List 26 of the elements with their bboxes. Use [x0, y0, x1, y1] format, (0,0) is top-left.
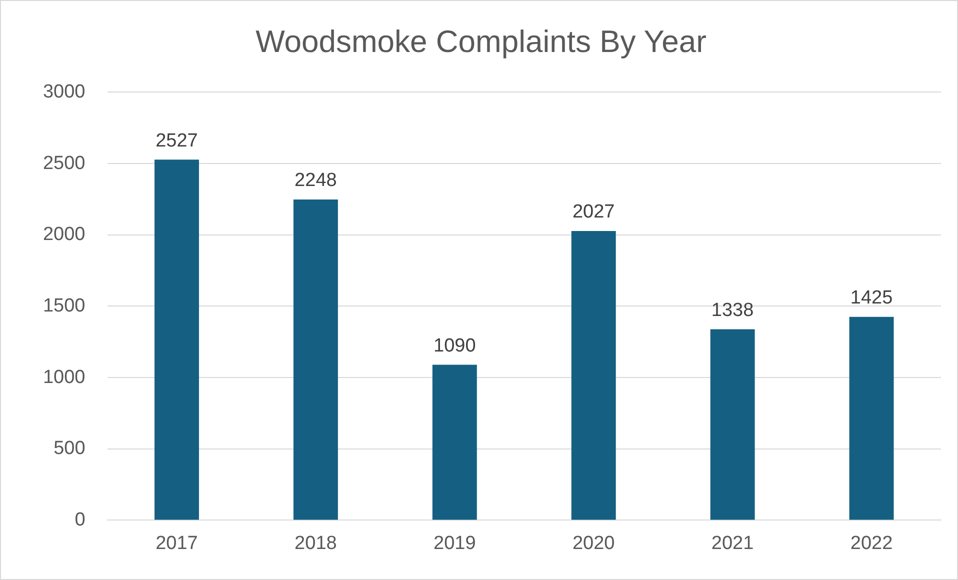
data-label: 2248 [294, 170, 337, 192]
x-tick-label: 2021 [711, 532, 754, 554]
data-label: 1338 [711, 300, 754, 322]
x-tick-label: 2022 [850, 532, 893, 554]
x-tick-label: 2019 [434, 532, 476, 554]
y-tick-label: 2000 [42, 224, 86, 246]
x-tick-label: 2020 [572, 532, 615, 554]
data-label: 2527 [156, 130, 198, 152]
data-label: 1090 [434, 335, 476, 356]
data-label: 2027 [572, 202, 615, 223]
x-tick-label: 2017 [156, 532, 198, 554]
y-tick-label: 0 [74, 509, 86, 530]
chart-title: Woodsmoke Complaints By Year [256, 24, 706, 60]
y-tick-label: 500 [54, 438, 86, 460]
bar [710, 329, 755, 520]
data-label: 1425 [850, 288, 893, 309]
y-tick-label: 1500 [42, 295, 86, 316]
y-tick-label: 3000 [42, 81, 86, 102]
x-tick-label: 2018 [294, 532, 337, 554]
y-tick-label: 2500 [42, 152, 86, 174]
bar [293, 199, 338, 520]
bar [849, 316, 894, 520]
bar [432, 364, 477, 520]
bar [154, 160, 199, 520]
y-tick-label: 1000 [42, 366, 86, 388]
bar [571, 231, 616, 520]
